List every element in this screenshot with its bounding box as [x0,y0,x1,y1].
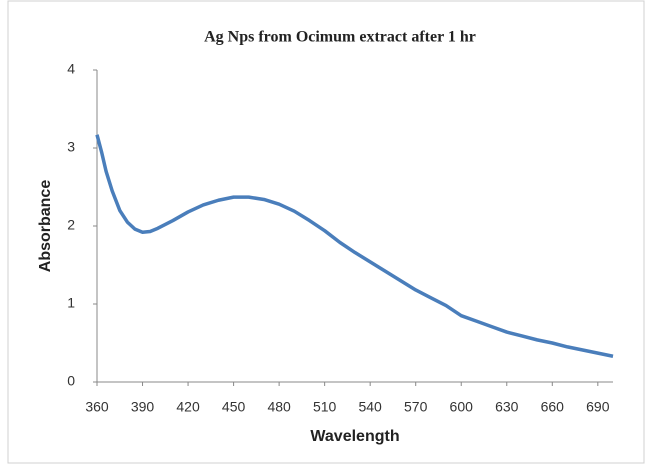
x-tick-label: 600 [450,399,474,415]
y-tick-label: 2 [67,217,75,233]
x-tick-label: 570 [404,399,428,415]
x-tick-label: 390 [131,399,155,415]
y-tick-label: 0 [67,373,75,389]
x-tick-label: 630 [495,399,519,415]
x-tick-label: 420 [176,399,200,415]
y-tick-label: 4 [67,61,75,77]
y-tick-label: 3 [67,139,75,155]
x-axis-label: Wavelength [310,428,399,445]
x-tick-label: 660 [541,399,565,415]
x-tick-label: 450 [222,399,246,415]
x-tick-label: 480 [267,399,291,415]
y-tick-label: 1 [67,295,75,311]
y-axis-label: Absorbance [37,180,54,273]
data-line [95,134,614,358]
chart-title: Ag Nps from Ocimum extract after 1 hr [204,29,476,46]
x-tick-label: 690 [586,399,610,415]
x-tick-label: 540 [358,399,382,415]
x-tick-label: 510 [313,399,337,415]
x-tick-label: 360 [85,399,109,415]
